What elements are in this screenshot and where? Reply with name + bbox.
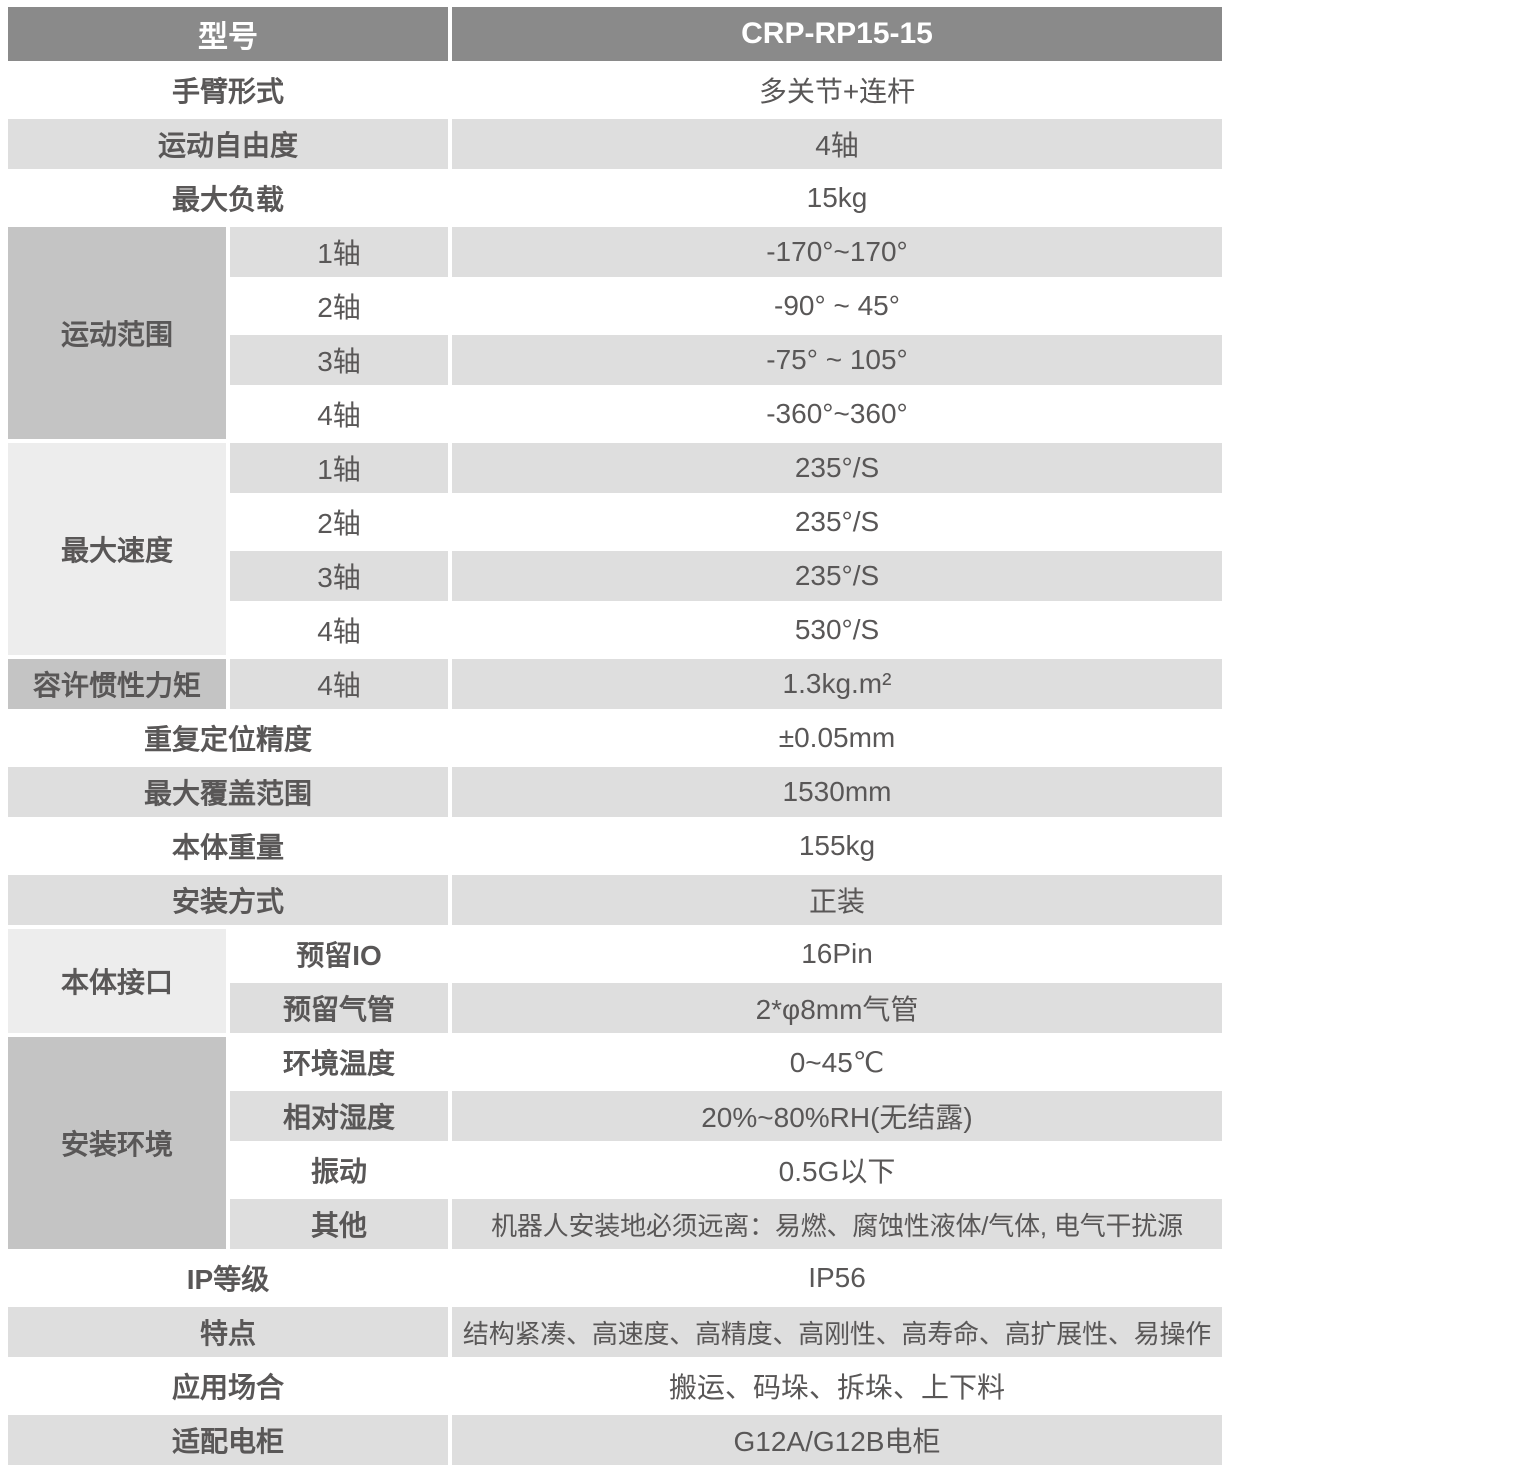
row-interface-io: 本体接口 预留IO 16Pin	[8, 929, 1222, 1033]
max-reach-label: 最大覆盖范围	[8, 767, 448, 817]
max-reach-value: 1530mm	[452, 767, 1222, 817]
max-speed-axis3-value: 235°/S	[452, 551, 1222, 601]
cabinet-label: 适配电柜	[8, 1415, 448, 1465]
row-inertia: 容许惯性力矩 4轴 1.3kg.m²	[8, 659, 1222, 709]
model-label-cell: 型号	[8, 7, 448, 61]
interface-io-value: 16Pin	[801, 938, 873, 969]
row-interface-air: 预留气管 2*φ8mm气管	[8, 983, 1222, 1033]
row-max-speed-axis1: 最大速度 1轴 235°/S	[8, 443, 1222, 655]
max-speed-axis1-value: 235°/S	[452, 443, 1222, 493]
max-speed-axis1-label: 1轴	[230, 443, 448, 493]
motion-range-axis2-label: 2轴	[317, 292, 361, 323]
applications-value: 搬运、码垛、拆垛、上下料	[668, 1372, 1005, 1403]
body-weight-value: 155kg	[798, 830, 876, 861]
motion-range-group-label: 运动范围	[8, 227, 226, 439]
row-repeatability: 重复定位精度 ±0.05mm	[8, 713, 1222, 763]
env-other-value: 机器人安装地必须远离：易燃、腐蚀性液体/气体, 电气干扰源	[452, 1199, 1222, 1249]
env-temperature-value: 0~45℃	[789, 1046, 885, 1078]
env-vibration-value: 0.5G以下	[778, 1156, 896, 1187]
max-speed-axis4-value: 530°/S	[794, 614, 880, 645]
row-motion-range-axis1: 运动范围 1轴 -170°~170°	[8, 227, 1222, 439]
motion-range-axis2-value: -90° ~ 45°	[774, 290, 900, 321]
row-motion-range-axis2: 2轴 -90° ~ 45°	[8, 281, 1222, 331]
spec-table: 型号 CRP-RP15-15 手臂形式 多关节+连杆 运动自由度 4轴 最大负载…	[4, 3, 1226, 1469]
row-max-speed-axis3: 3轴 235°/S	[8, 551, 1222, 601]
row-env-other: 其他 机器人安装地必须远离：易燃、腐蚀性液体/气体, 电气干扰源	[8, 1199, 1222, 1249]
env-vibration-label: 振动	[310, 1156, 367, 1187]
features-value: 结构紧凑、高速度、高精度、高刚性、高寿命、高扩展性、易操作	[452, 1307, 1222, 1357]
motion-range-axis3-value: -75° ~ 105°	[452, 335, 1222, 385]
dof-value: 4轴	[452, 119, 1222, 169]
motion-range-axis4-value: -360°~360°	[766, 398, 908, 429]
model-value-cell: CRP-RP15-15	[452, 7, 1222, 61]
row-cabinet: 适配电柜 G12A/G12B电柜	[8, 1415, 1222, 1465]
interface-io-label: 预留IO	[296, 940, 382, 971]
cabinet-value: G12A/G12B电柜	[452, 1415, 1222, 1465]
env-humidity-value: 20%~80%RH(无结露)	[452, 1091, 1222, 1141]
env-humidity-label: 相对湿度	[230, 1091, 448, 1141]
inertia-group-label: 容许惯性力矩	[8, 659, 226, 709]
arm-form-value: 多关节+连杆	[758, 76, 916, 107]
repeatability-label: 重复定位精度	[143, 724, 312, 755]
ip-rating-value: IP56	[808, 1262, 866, 1293]
max-speed-axis2-label: 2轴	[317, 508, 361, 539]
applications-label: 应用场合	[171, 1372, 284, 1403]
row-arm-form: 手臂形式 多关节+连杆	[8, 65, 1222, 115]
row-max-payload: 最大负载 15kg	[8, 173, 1222, 223]
row-applications: 应用场合 搬运、码垛、拆垛、上下料	[8, 1361, 1222, 1411]
row-motion-range-axis4: 4轴 -360°~360°	[8, 389, 1222, 439]
row-body-weight: 本体重量 155kg	[8, 821, 1222, 871]
env-other-label: 其他	[230, 1199, 448, 1249]
row-features: 特点 结构紧凑、高速度、高精度、高刚性、高寿命、高扩展性、易操作	[8, 1307, 1222, 1357]
motion-range-axis4-label: 4轴	[317, 400, 361, 431]
mounting-label: 安装方式	[8, 875, 448, 925]
row-env-vibration: 振动 0.5G以下	[8, 1145, 1222, 1195]
interface-air-value: 2*φ8mm气管	[452, 983, 1222, 1033]
env-temperature-label: 环境温度	[282, 1048, 395, 1079]
dof-label: 运动自由度	[8, 119, 448, 169]
environment-group-label: 安装环境	[8, 1037, 226, 1249]
row-dof: 运动自由度 4轴	[8, 119, 1222, 169]
row-motion-range-axis3: 3轴 -75° ~ 105°	[8, 335, 1222, 385]
max-speed-axis2-value: 235°/S	[794, 506, 880, 537]
motion-range-axis1-label: 1轴	[230, 227, 448, 277]
ip-rating-label: IP等级	[186, 1264, 270, 1295]
arm-form-label: 手臂形式	[171, 76, 284, 107]
row-mounting: 安装方式 正装	[8, 875, 1222, 925]
motion-range-axis3-label: 3轴	[230, 335, 448, 385]
features-label: 特点	[8, 1307, 448, 1357]
row-ip-rating: IP等级 IP56	[8, 1253, 1222, 1303]
inertia-value: 1.3kg.m²	[452, 659, 1222, 709]
repeatability-value: ±0.05mm	[778, 722, 896, 753]
max-speed-axis4-label: 4轴	[317, 616, 361, 647]
max-speed-group-label: 最大速度	[8, 443, 226, 655]
row-max-speed-axis4: 4轴 530°/S	[8, 605, 1222, 655]
max-payload-value: 15kg	[806, 182, 868, 213]
row-env-humidity: 相对湿度 20%~80%RH(无结露)	[8, 1091, 1222, 1141]
body-weight-label: 本体重量	[171, 832, 284, 863]
row-env-temperature: 安装环境 环境温度 0~45℃	[8, 1037, 1222, 1249]
row-max-speed-axis2: 2轴 235°/S	[8, 497, 1222, 547]
row-model: 型号 CRP-RP15-15	[8, 7, 1222, 61]
max-speed-axis3-label: 3轴	[230, 551, 448, 601]
motion-range-axis1-value: -170°~170°	[452, 227, 1222, 277]
max-payload-label: 最大负载	[171, 184, 284, 215]
mounting-value: 正装	[452, 875, 1222, 925]
row-max-reach: 最大覆盖范围 1530mm	[8, 767, 1222, 817]
inertia-axis-label: 4轴	[230, 659, 448, 709]
body-interface-group-label: 本体接口	[8, 929, 226, 1033]
interface-air-label: 预留气管	[230, 983, 448, 1033]
